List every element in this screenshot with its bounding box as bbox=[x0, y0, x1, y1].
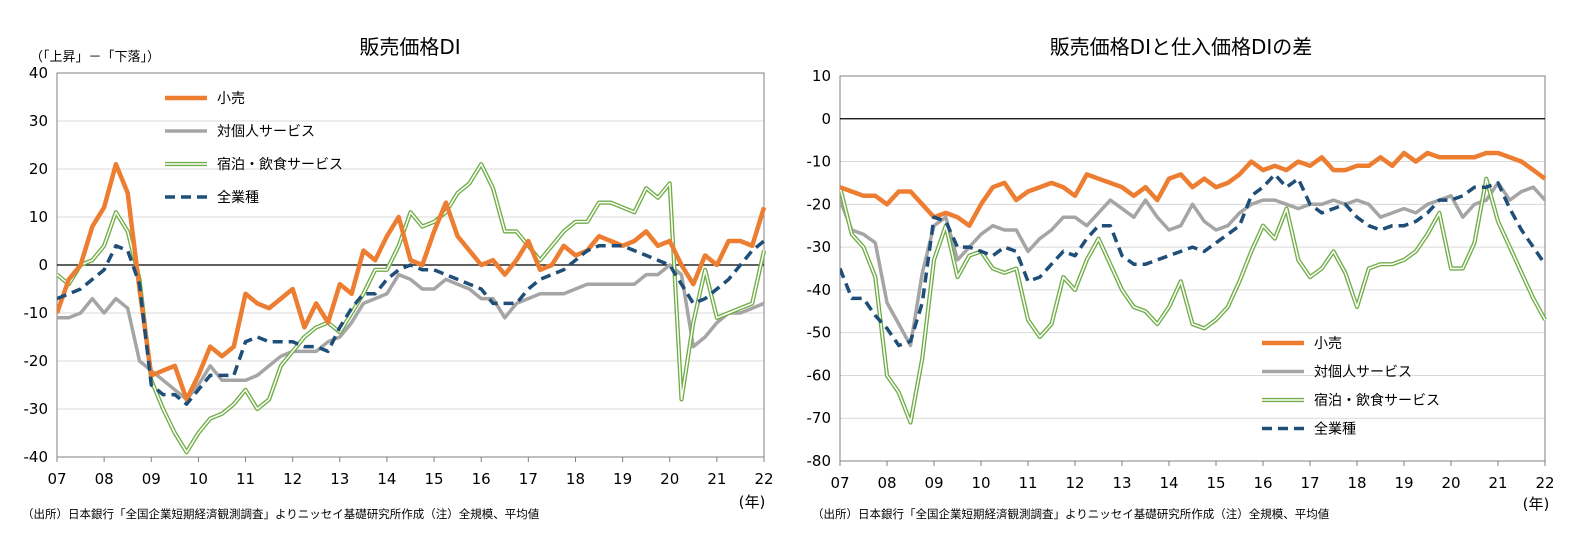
x-tick-label: 08 bbox=[95, 470, 114, 488]
x-tick-label: 12 bbox=[1065, 474, 1084, 492]
x-axis-unit-label: (年) bbox=[739, 493, 766, 511]
x-tick-label: 18 bbox=[1347, 474, 1366, 492]
x-tick-label: 21 bbox=[1488, 474, 1507, 492]
y-tick-label: -10 bbox=[24, 304, 49, 322]
x-tick-label: 09 bbox=[142, 470, 161, 488]
x-tick-label: 17 bbox=[1300, 474, 1319, 492]
source-note: （出所）日本銀行「全国企業短期経済観測調査」よりニッセイ基礎研究所作成（注）全規… bbox=[812, 507, 1330, 521]
y-tick-label: -20 bbox=[807, 195, 832, 213]
x-tick-label: 07 bbox=[47, 470, 66, 488]
y-tick-label: 10 bbox=[29, 208, 48, 226]
x-tick-label: 22 bbox=[1535, 474, 1554, 492]
y-tick-label: -20 bbox=[24, 352, 49, 370]
y-tick-label: 40 bbox=[29, 64, 48, 82]
legend-label: 全業種 bbox=[217, 189, 259, 206]
chart-title: 販売価格DIと仕入価格DIの差 bbox=[1050, 35, 1313, 59]
x-tick-label: 14 bbox=[377, 470, 396, 488]
x-tick-label: 20 bbox=[660, 470, 679, 488]
x-tick-label: 07 bbox=[830, 474, 849, 492]
series-lines bbox=[840, 150, 1547, 425]
x-tick-label: 10 bbox=[971, 474, 990, 492]
x-tick-label: 16 bbox=[1253, 474, 1272, 492]
chart-title: 販売価格DI bbox=[359, 35, 460, 59]
x-tick-label: 09 bbox=[924, 474, 943, 492]
y-tick-label: -30 bbox=[24, 400, 49, 418]
series-line-2 bbox=[57, 263, 765, 402]
x-tick-label: 12 bbox=[283, 470, 302, 488]
y-tick-label: 10 bbox=[812, 67, 831, 85]
series-line-2 bbox=[840, 181, 1547, 348]
y-tick-label: 0 bbox=[821, 110, 831, 128]
x-tick-label: 11 bbox=[236, 470, 255, 488]
x-tick-label: 13 bbox=[1112, 474, 1131, 492]
y-tick-label: 30 bbox=[29, 112, 48, 130]
x-tick-label: 11 bbox=[1018, 474, 1037, 492]
series-line-4 bbox=[57, 239, 766, 406]
series-line-4 bbox=[840, 172, 1547, 348]
series-line-1 bbox=[840, 150, 1547, 228]
series-lines bbox=[57, 161, 767, 455]
legend-label: 全業種 bbox=[1314, 421, 1356, 438]
series-line-1 bbox=[57, 161, 767, 402]
x-tick-label: 19 bbox=[1394, 474, 1413, 492]
chart-2: 販売価格DIと仕入価格DIの差 10 0 -10 -20 -30 -40 -50 -60 -70 -… bbox=[807, 35, 1555, 521]
legend-label: 小売 bbox=[217, 91, 245, 107]
x-tick-label: 08 bbox=[877, 474, 896, 492]
y-tick-label: -80 bbox=[807, 452, 832, 470]
legend-label: 宿泊・飲食サービス bbox=[217, 156, 343, 173]
legend-label: 対個人サービス bbox=[1314, 365, 1412, 381]
chart-1: 販売価格DI （「上昇」－「下落」）40 30 20 10 0 -10 -20 -30 -40 07… bbox=[22, 35, 774, 521]
y-tick-label: -40 bbox=[807, 281, 832, 299]
x-tick-label: 22 bbox=[754, 470, 773, 488]
x-tick-label: 18 bbox=[566, 470, 585, 488]
y-tick-label: -40 bbox=[24, 448, 49, 466]
x-axis-unit-label: (年) bbox=[1523, 495, 1550, 513]
y-tick-label: -10 bbox=[807, 153, 832, 171]
x-tick-label: 20 bbox=[1441, 474, 1460, 492]
source-note: （出所）日本銀行「全国企業短期経済観測調査」よりニッセイ基礎研究所作成（注）全規… bbox=[22, 507, 540, 521]
series-line-3-inner bbox=[840, 177, 1546, 424]
x-tick-label: 13 bbox=[330, 470, 349, 488]
x-tick-label: 15 bbox=[425, 470, 444, 488]
y-tick-label: 0 bbox=[38, 256, 48, 274]
x-tick-label: 21 bbox=[707, 470, 726, 488]
y-tick-label: 20 bbox=[29, 160, 48, 178]
x-tick-label: 15 bbox=[1206, 474, 1225, 492]
legend-label: 宿泊・飲食サービス bbox=[1314, 392, 1440, 409]
legend-label: 対個人サービス bbox=[217, 124, 315, 140]
x-tick-label: 19 bbox=[613, 470, 632, 488]
x-tick-label: 10 bbox=[189, 470, 208, 488]
y-tick-label: -50 bbox=[807, 324, 832, 342]
legend-label: 小売 bbox=[1314, 336, 1342, 352]
y-axis-unit-label: （「上昇」－「下落」） bbox=[30, 50, 160, 65]
series-line-3-inner bbox=[57, 163, 765, 453]
y-tick-label: -30 bbox=[807, 238, 832, 256]
x-tick-label: 17 bbox=[519, 470, 538, 488]
y-tick-label: -60 bbox=[807, 366, 832, 384]
x-tick-label: 14 bbox=[1159, 474, 1178, 492]
y-tick-label: -70 bbox=[807, 409, 832, 427]
x-tick-label: 16 bbox=[472, 470, 491, 488]
